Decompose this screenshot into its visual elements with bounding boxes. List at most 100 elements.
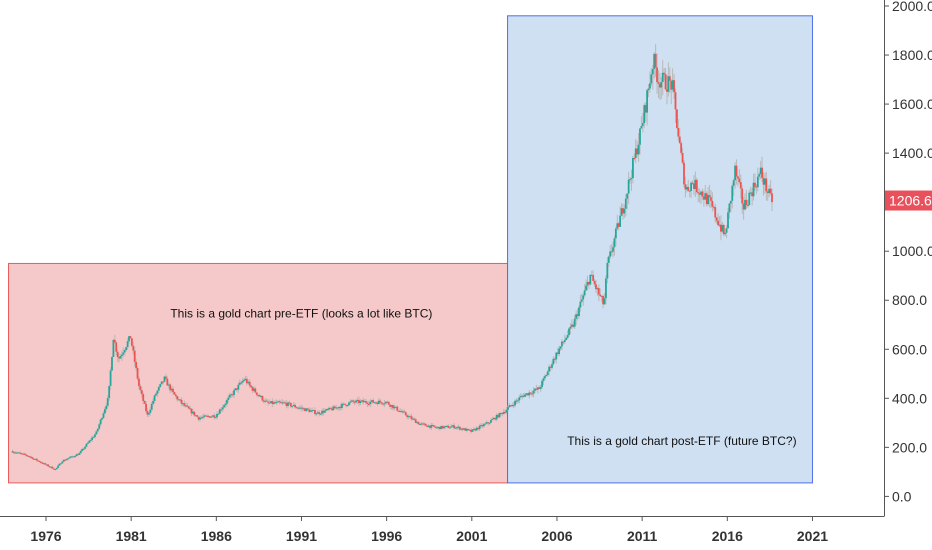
candle-body [261, 395, 264, 401]
candle-body [725, 228, 728, 233]
candle-body [209, 416, 211, 418]
candle-body [199, 417, 201, 420]
candle-body [729, 200, 732, 204]
candle-body [666, 89, 668, 92]
candle-body [272, 402, 275, 405]
candle-body [159, 384, 162, 387]
candle-body [605, 278, 607, 299]
candle-body [734, 165, 737, 181]
candle-body [133, 350, 136, 362]
candle-body [731, 185, 734, 201]
candle-body [433, 425, 436, 427]
candle-body [312, 410, 315, 412]
candle-body [551, 364, 553, 368]
candle-body [722, 225, 725, 235]
candle-body [514, 400, 516, 406]
candle-body [284, 402, 287, 404]
candle-body [170, 388, 173, 391]
candle-body [475, 427, 478, 431]
candle-body [649, 83, 651, 89]
candle-body [268, 402, 271, 404]
candle-body [187, 406, 190, 409]
candle-body [610, 251, 613, 253]
candle-body [302, 408, 305, 410]
candle-body [99, 419, 102, 425]
candle-body [698, 193, 701, 195]
candle-body [751, 192, 754, 197]
candle-body [423, 423, 426, 425]
candle-body [206, 415, 208, 417]
candle-body [44, 463, 47, 465]
candle-body [59, 463, 62, 465]
candle-body [454, 427, 457, 429]
candle-body [636, 148, 639, 155]
candle-body [295, 407, 298, 409]
candle-body [38, 460, 41, 462]
candle-body [680, 143, 683, 153]
candle-body [702, 196, 705, 200]
candle-body [37, 460, 40, 462]
candle-body [308, 409, 311, 412]
candle-body [165, 376, 167, 379]
candle-body [728, 203, 731, 213]
candle-body [563, 339, 566, 342]
candle-body [241, 380, 244, 383]
candle-body [508, 405, 511, 408]
candle-body [431, 425, 434, 427]
candle-body [145, 403, 147, 412]
candle-body [603, 298, 606, 305]
candle-body [325, 409, 328, 411]
candle-body [349, 401, 352, 403]
candle-body [48, 466, 51, 468]
candle-body [247, 381, 250, 384]
candle-body [600, 295, 603, 297]
candle-body [380, 402, 383, 404]
candle-body [343, 403, 346, 405]
candle-body [281, 402, 284, 404]
candle-body [352, 400, 355, 402]
candle-body [339, 406, 342, 409]
candle-body [203, 415, 206, 417]
x-tick-label: 2001 [456, 528, 487, 544]
candle-body [128, 336, 130, 342]
candle-body [382, 403, 384, 405]
candle-body [746, 205, 749, 207]
y-tick-label: 200.0 [892, 439, 927, 455]
candle-body [306, 408, 309, 410]
candle-body [172, 388, 174, 393]
x-tick-label: 1976 [30, 528, 61, 544]
candle-body [553, 358, 556, 360]
candle-body [385, 401, 387, 404]
candle-body [654, 53, 657, 68]
candle-body [539, 386, 542, 389]
candle-body [47, 464, 50, 467]
candle-body [72, 456, 75, 458]
candle-body [387, 402, 390, 405]
candle-body [34, 458, 37, 460]
candle-body [88, 440, 91, 443]
candle-body [156, 390, 159, 394]
candle-body [41, 462, 44, 464]
candle-body [57, 465, 59, 468]
candle-body [705, 193, 708, 205]
x-tick-label: 1991 [286, 528, 317, 544]
candle-body [234, 388, 237, 391]
candle-body [358, 399, 360, 404]
candle-body [24, 453, 27, 455]
candle-body [712, 206, 715, 208]
candle-body [105, 405, 108, 410]
candle-body [173, 392, 176, 395]
candle-body [416, 422, 419, 424]
candle-body [119, 356, 122, 359]
candle-body [761, 167, 763, 178]
candle-body [42, 463, 45, 465]
candle-body [160, 381, 163, 385]
candle-body [142, 394, 145, 402]
candle-body [691, 182, 694, 184]
candle-body [149, 409, 152, 413]
candle-body [223, 405, 226, 408]
candle-body [572, 324, 575, 327]
candle-body [228, 394, 231, 398]
candle-body [658, 83, 661, 88]
candle-body [481, 425, 484, 427]
